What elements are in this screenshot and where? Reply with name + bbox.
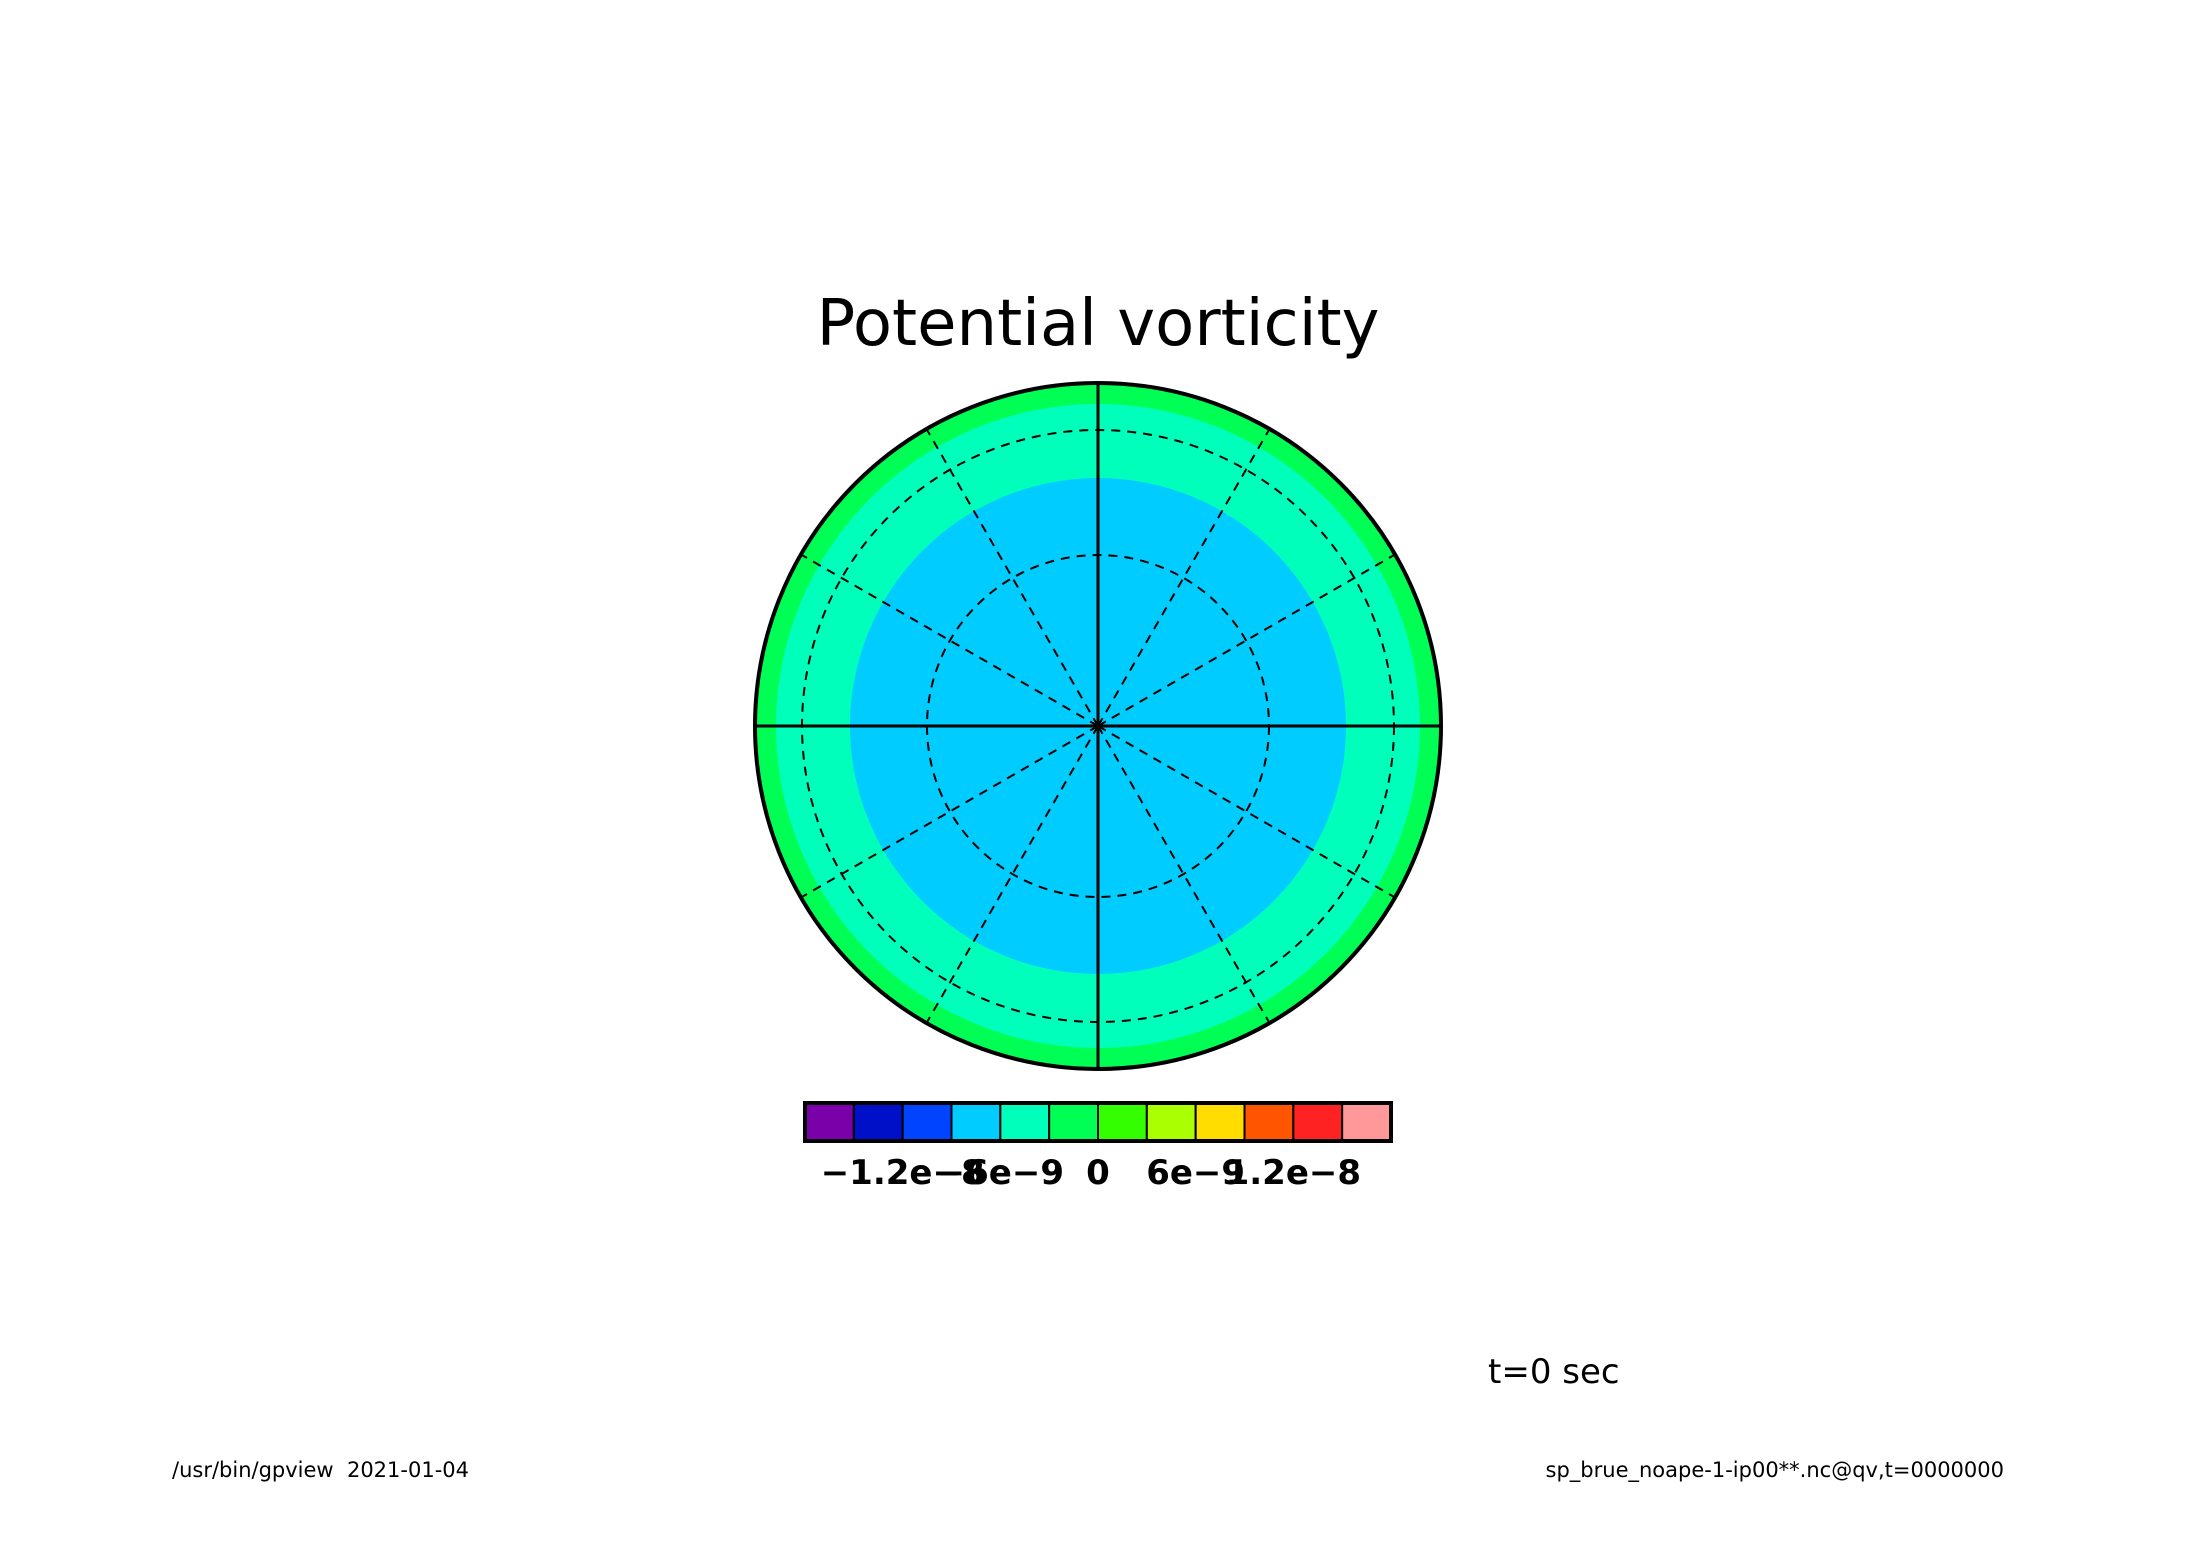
colorbar-tick-label: 0 bbox=[1086, 1153, 1110, 1193]
footer-left: /usr/bin/gpview 2021-01-04 bbox=[172, 1458, 469, 1482]
colorbar-cell-6 bbox=[1097, 1102, 1148, 1142]
colorbar-cell-8 bbox=[1194, 1102, 1246, 1142]
colorbar-tick-label: −6e−9 bbox=[937, 1153, 1064, 1193]
colorbar-tick-label: 6e−9 bbox=[1146, 1153, 1245, 1193]
map-grid bbox=[753, 381, 1443, 1071]
disk-outline bbox=[753, 381, 1443, 1071]
colorbar-cell-11 bbox=[1341, 1102, 1392, 1142]
colorbar-cell-9 bbox=[1243, 1102, 1295, 1142]
colorbar-cell-0 bbox=[804, 1102, 855, 1142]
colorbar-cell-4 bbox=[999, 1102, 1051, 1142]
colorbar-cell-5 bbox=[1048, 1102, 1099, 1142]
colorbar-tick-label: −1.2e−8 bbox=[821, 1153, 985, 1193]
colorbar-frame bbox=[803, 1101, 1393, 1143]
colorbar-cell-2 bbox=[901, 1102, 953, 1142]
chart-title: Potential vorticity bbox=[817, 287, 1380, 361]
colorbar-cell-3 bbox=[950, 1102, 1002, 1142]
colorbar-cell-7 bbox=[1145, 1102, 1197, 1142]
footer-right: sp_brue_noape-1-ip00**.nc@qv,t=0000000 bbox=[1545, 1458, 2004, 1482]
colorbar-cell-10 bbox=[1292, 1102, 1344, 1142]
colorbar-cell-1 bbox=[852, 1102, 904, 1142]
time-label: t=0 sec bbox=[1488, 1352, 1620, 1392]
colorbar: −1.2e−8−6e−9 0 6e−91.2e−8 bbox=[803, 1101, 1393, 1193]
colorbar-tick-label: 1.2e−8 bbox=[1226, 1153, 1361, 1193]
